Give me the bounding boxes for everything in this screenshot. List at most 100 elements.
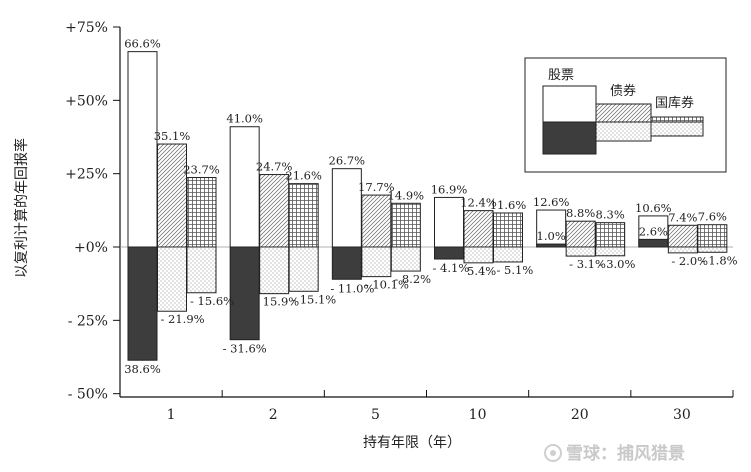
bar-bill-max <box>697 224 728 248</box>
y-tick-label: - 50% <box>68 387 108 403</box>
data-label-min: - 15.6% <box>190 294 234 308</box>
bar-stock-min <box>434 246 464 260</box>
legend: 股票 债券 国库券 <box>524 57 727 173</box>
bar-bill-min <box>186 246 217 294</box>
data-label-max: 8.3% <box>596 208 625 222</box>
bar-bill-max <box>493 212 523 248</box>
legend-swatch-bond-positive <box>595 103 652 123</box>
bar-bond-max <box>565 220 596 248</box>
bar-stock-max <box>127 51 158 248</box>
x-tick-label: 2 <box>269 407 278 423</box>
y-tick-label: +75% <box>65 20 108 36</box>
data-label-min: - 8.2% <box>394 272 431 286</box>
data-label-min: 15.9% <box>263 295 300 309</box>
legend-swatch-bond-negative <box>595 121 652 142</box>
x-tick-label: 20 <box>571 407 589 423</box>
legend-swatch-bill-negative <box>650 121 704 137</box>
x-tick-label: 5 <box>371 407 380 423</box>
bar-bill-max <box>186 176 217 248</box>
data-label-min: 38.6% <box>124 362 161 376</box>
data-label-max: 21.6% <box>285 169 322 183</box>
bar-bond-min <box>565 246 596 257</box>
data-label-min: - 11.0% <box>330 281 374 295</box>
bar-stock-min <box>127 246 158 361</box>
data-label-min: - 21.9% <box>161 312 205 326</box>
legend-swatch-stock-positive <box>542 85 597 123</box>
data-label-min: - 10.1% <box>365 278 409 292</box>
bar-bill-min <box>288 246 319 292</box>
data-label-max: 12.6% <box>533 195 570 209</box>
bar-bond-max <box>157 143 187 248</box>
y-tick-label: +0% <box>74 240 108 256</box>
x-tick-label: 30 <box>673 407 691 423</box>
data-label-max: 7.6% <box>698 210 727 224</box>
data-label-min: - 1.8% <box>701 253 738 267</box>
bar-stock-min <box>536 243 567 248</box>
legend-swatch-bill-positive <box>650 116 704 123</box>
data-label-min: - 5.1% <box>497 263 534 277</box>
data-label-max: 11.6% <box>490 198 527 212</box>
y-axis-title: 以复利计算的年回报率 <box>13 138 30 278</box>
data-label-max: 17.7% <box>358 180 395 194</box>
bar-bill-max <box>595 222 626 248</box>
data-label-min: 5.4% <box>467 264 496 278</box>
bar-stock-max <box>434 196 464 248</box>
data-label-min: - 2.0% <box>671 254 708 268</box>
bar-bond-min <box>361 246 392 278</box>
bar-stock-min <box>229 246 260 341</box>
legend-label-bill: 国库券 <box>655 95 694 111</box>
data-label-max: 16.9% <box>431 182 468 196</box>
data-label-min: 2.6% <box>639 224 668 238</box>
bar-bill-min <box>595 246 626 257</box>
bar-bill-min <box>697 246 728 253</box>
legend-label-bond: 债券 <box>610 83 636 99</box>
bars <box>127 51 728 361</box>
y-tick-label: - 25% <box>68 313 108 329</box>
data-label-min: - 31.6% <box>223 342 267 356</box>
data-label-max: 7.4% <box>668 210 697 224</box>
data-label-min: - 4.1% <box>433 261 470 275</box>
bar-stock-max <box>331 168 362 248</box>
bar-bond-max <box>361 194 392 248</box>
bar-stock-min <box>331 246 362 280</box>
data-label-max: 66.6% <box>124 37 161 51</box>
watermark-logo-icon-inner <box>550 450 556 456</box>
bar-bill-min <box>493 246 523 263</box>
data-label-min: - 15.1% <box>292 292 336 306</box>
bar-bill-max <box>390 202 421 248</box>
data-label-min: - 3.0% <box>599 257 636 271</box>
data-label-max: 26.7% <box>329 154 366 168</box>
watermark-logo-icon <box>544 444 562 462</box>
watermark-text: 雪球：捕风猎景 <box>566 443 685 464</box>
bar-stock-min <box>638 238 669 248</box>
data-label-max: 14.9% <box>388 188 425 202</box>
bar-bond-max <box>667 224 698 248</box>
bar-bond-min <box>667 246 698 254</box>
x-axis-title: 持有年限（年） <box>363 435 461 451</box>
bar-bond-max <box>259 174 290 248</box>
y-tick-label: +25% <box>65 167 108 183</box>
data-label-min: - 3.1% <box>569 257 606 271</box>
data-label-max: 35.1% <box>154 129 191 143</box>
data-label-max: 8.8% <box>566 206 595 220</box>
bar-bond-max <box>463 210 494 248</box>
bar-bond-min <box>259 246 290 295</box>
bar-bill-min <box>390 246 421 272</box>
data-label-max: 10.6% <box>635 201 672 215</box>
bar-bond-min <box>157 246 187 312</box>
data-labels: 66.6% 38.6% 35.1% - 21.9% 23.7% - 15.6% 41.0% -… <box>124 37 737 377</box>
y-tick-label: +50% <box>65 93 108 109</box>
data-label-max: 24.7% <box>256 160 293 174</box>
data-label-max: 23.7% <box>183 162 220 176</box>
bar-stock-max <box>229 126 260 248</box>
bar-bill-max <box>288 183 319 248</box>
data-label-max: 41.0% <box>226 112 263 126</box>
x-tick-label: 10 <box>469 407 487 423</box>
x-tick-label: 1 <box>167 407 176 423</box>
data-label-min: 1.0% <box>537 229 566 243</box>
legend-label-stock: 股票 <box>548 68 574 83</box>
data-label-max: 12.4% <box>460 196 497 210</box>
axes: +75% +50% +25% +0% - 25% - 50% 1 2 5 10 20 30 <box>65 20 734 423</box>
legend-swatch-stock-negative <box>542 121 597 155</box>
